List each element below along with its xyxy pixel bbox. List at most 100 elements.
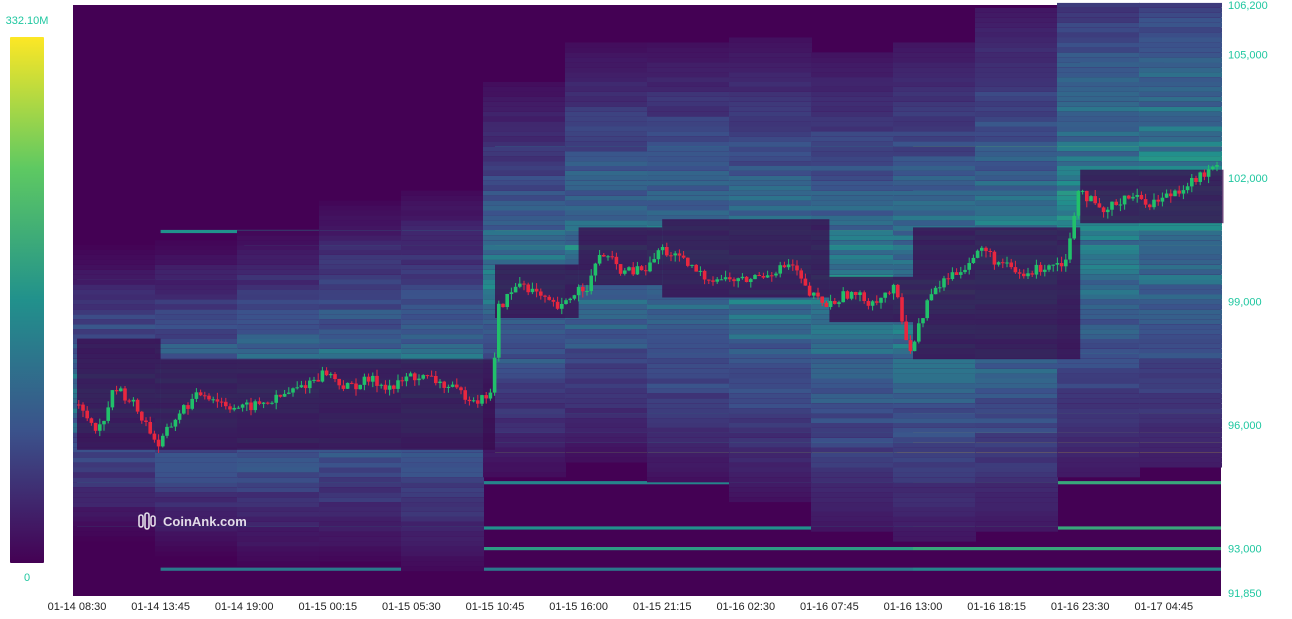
liquidity-cell <box>565 368 648 374</box>
liquidity-cell <box>483 472 566 478</box>
candle-body <box>887 292 892 294</box>
liquidity-cell <box>1057 348 1140 354</box>
liquidity-cell <box>1139 289 1222 295</box>
liquidity-cell <box>647 452 730 458</box>
candle-body <box>744 276 749 282</box>
liquidity-cell <box>565 289 648 295</box>
liquidity-cell <box>811 87 894 92</box>
candle-body <box>194 392 199 399</box>
liquidity-cell <box>401 259 484 265</box>
candle-body <box>379 384 383 386</box>
liquidity-cell <box>1139 314 1222 320</box>
liquidity-cell <box>647 363 730 369</box>
liquidity-cell <box>811 472 894 478</box>
liquidity-cell <box>565 309 648 315</box>
liquidity-cell <box>893 220 976 226</box>
liquidity-cell <box>237 334 320 339</box>
liquidity-cell <box>811 502 894 507</box>
liquidity-cell <box>811 507 894 512</box>
liquidity-cell <box>893 423 976 428</box>
candle-body <box>833 301 837 304</box>
liquidity-cell <box>975 116 1058 122</box>
liquidity-cell <box>811 126 894 132</box>
candle-body <box>736 278 740 282</box>
liquidity-cell <box>975 77 1058 82</box>
liquidity-cell <box>155 334 238 339</box>
candle-body <box>988 251 992 252</box>
liquidity-cell <box>155 299 238 305</box>
liquidity-cell <box>729 487 812 493</box>
candle-body <box>828 301 833 307</box>
liquidity-cell <box>1139 269 1222 275</box>
liquidity-cell <box>729 42 812 48</box>
liquidity-cell <box>1139 447 1222 453</box>
liquidity-cell <box>893 141 976 147</box>
liquidity-cell <box>401 215 484 221</box>
liquidity-cell <box>565 383 648 389</box>
liquidity-cell <box>319 339 402 344</box>
candle-body <box>1017 272 1022 274</box>
liquidity-cell <box>483 185 566 191</box>
liquidity-cell <box>319 299 402 305</box>
liquidity-cell <box>811 215 894 221</box>
liquidity-cell <box>401 561 484 567</box>
liquidity-cell <box>1139 245 1222 250</box>
liquidity-cell <box>155 462 238 468</box>
candle-body <box>753 275 757 280</box>
liquidity-cell <box>319 546 402 552</box>
candle-body <box>198 392 203 396</box>
candle-body <box>925 300 929 319</box>
candle-body <box>278 394 283 397</box>
candle-body <box>891 284 896 294</box>
liquidity-cell <box>73 289 156 295</box>
liquidity-cell <box>483 447 566 453</box>
liquidity-cell <box>975 37 1058 43</box>
liquidity-cell <box>647 373 730 379</box>
candle-body <box>639 266 644 271</box>
liquidity-cell <box>1057 121 1140 127</box>
liquidity-cell <box>155 284 238 290</box>
candle-body <box>303 385 308 389</box>
liquidity-cell <box>565 161 648 166</box>
liquidity-cell <box>1057 245 1140 250</box>
candle-body <box>904 321 908 341</box>
liquidity-cell <box>565 334 648 339</box>
liquidity-cell <box>811 269 894 275</box>
liquidity-cell <box>401 205 484 211</box>
liquidity-cell <box>729 304 812 310</box>
liquidity-cell <box>319 215 402 221</box>
liquidity-cell <box>647 334 730 339</box>
liquidity-cell <box>483 166 566 171</box>
candle-body <box>1055 263 1060 265</box>
liquidity-cell <box>1057 373 1140 379</box>
liquidity-cell <box>483 230 566 236</box>
candle-body <box>845 291 850 299</box>
liquidity-cell <box>401 556 484 562</box>
liquidity-cell <box>1139 131 1222 137</box>
liquidity-cell <box>729 72 812 77</box>
liquidity-cell <box>1057 101 1140 107</box>
liquidity-cell <box>483 156 566 161</box>
candle-body <box>698 270 703 272</box>
liquidity-band <box>77 526 913 530</box>
liquidity-cell <box>483 141 566 147</box>
liquidity-cell <box>401 319 484 325</box>
liquidity-cell <box>647 462 730 468</box>
liquidity-cell <box>893 205 976 211</box>
liquidity-cell <box>1139 423 1222 428</box>
candle-body <box>597 255 602 264</box>
candle-body <box>564 300 568 304</box>
liquidity-cell <box>811 497 894 503</box>
liquidity-cell <box>1057 240 1140 246</box>
liquidity-cell <box>1139 368 1222 374</box>
liquidity-cell <box>401 512 484 517</box>
liquidity-cell <box>155 250 238 255</box>
liquidity-cell <box>319 329 402 334</box>
liquidity-cell <box>729 190 812 196</box>
liquidity-cell <box>565 423 648 428</box>
liquidity-cell <box>975 512 1058 517</box>
liquidity-cell <box>811 185 894 191</box>
liquidity-cell <box>647 393 730 399</box>
liquidity-cell <box>155 512 238 517</box>
candle-body <box>774 273 778 276</box>
